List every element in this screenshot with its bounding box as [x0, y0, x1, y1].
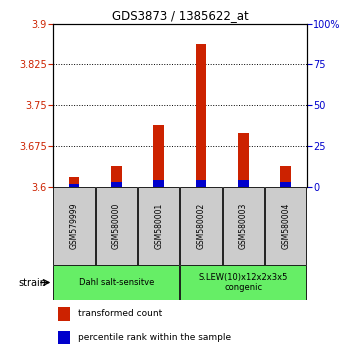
Bar [180, 265, 307, 300]
Bar [238, 132, 249, 187]
Bar [153, 125, 164, 187]
Bar [95, 187, 137, 265]
Bar [196, 181, 206, 187]
Text: GSM580004: GSM580004 [281, 203, 290, 249]
Text: GSM580002: GSM580002 [196, 203, 206, 249]
Title: GDS3873 / 1385622_at: GDS3873 / 1385622_at [112, 9, 248, 22]
Bar [53, 265, 179, 300]
Bar [223, 187, 264, 265]
Text: transformed count: transformed count [78, 309, 162, 318]
Bar [111, 166, 122, 187]
Bar [58, 307, 71, 320]
Text: GSM579999: GSM579999 [70, 203, 78, 249]
Bar [153, 181, 164, 187]
Bar [280, 166, 291, 187]
Text: percentile rank within the sample: percentile rank within the sample [78, 333, 231, 342]
Text: GSM580003: GSM580003 [239, 203, 248, 249]
Text: S.LEW(10)x12x2x3x5
congenic: S.LEW(10)x12x2x3x5 congenic [199, 273, 288, 292]
Bar [58, 331, 71, 344]
Text: GSM580000: GSM580000 [112, 203, 121, 249]
Bar [69, 177, 79, 187]
Bar [138, 187, 179, 265]
Bar [196, 44, 206, 187]
Bar [53, 187, 95, 265]
Bar [265, 187, 307, 265]
Text: GSM580001: GSM580001 [154, 203, 163, 249]
Bar [238, 181, 249, 187]
Bar [180, 187, 222, 265]
Bar [111, 182, 122, 187]
Text: Dahl salt-sensitve: Dahl salt-sensitve [79, 278, 154, 287]
Text: strain: strain [18, 278, 46, 287]
Bar [280, 182, 291, 187]
Bar [69, 184, 79, 187]
